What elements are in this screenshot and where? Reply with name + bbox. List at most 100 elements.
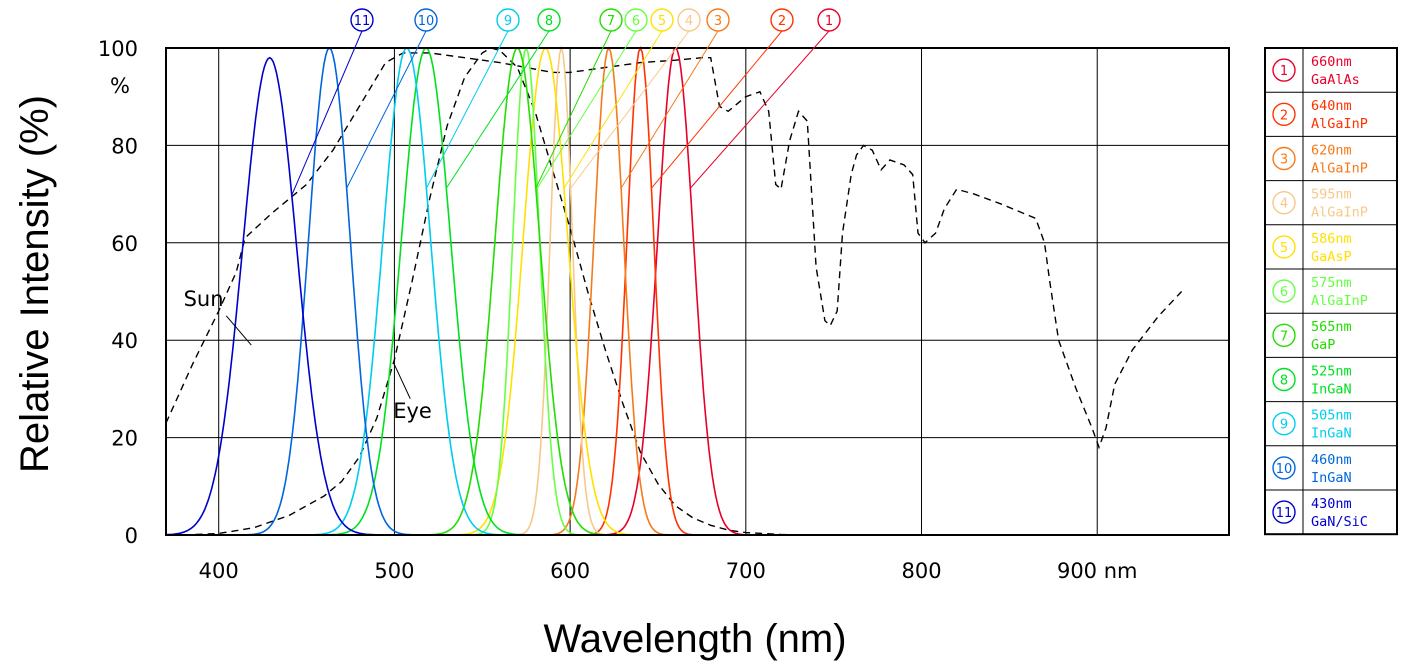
legend-marker-number: 2 xyxy=(1280,108,1288,123)
y-tick-label: 20 xyxy=(111,427,138,451)
curve-marker-10: 10 xyxy=(346,8,438,189)
legend-item-11: 11 430nm GaN/SiC xyxy=(1272,496,1368,530)
curve-marker-9: 9 xyxy=(425,8,520,189)
y-tick-label: 60 xyxy=(111,232,138,256)
legend-marker-number: 7 xyxy=(1280,329,1288,344)
legend-item-9: 9 505nm InGaN xyxy=(1272,408,1352,442)
marker-leader xyxy=(620,30,719,189)
legend-marker-number: 11 xyxy=(1276,506,1293,521)
marker-leader xyxy=(563,30,663,189)
legend-marker-number: 9 xyxy=(1280,418,1288,433)
y-axis-title: Relative Intensity (%) xyxy=(13,95,57,473)
legend-wavelength: 595nm xyxy=(1311,187,1352,203)
marker-number: 3 xyxy=(714,14,722,29)
legend-marker-number: 10 xyxy=(1276,462,1293,477)
legend-marker xyxy=(1272,367,1296,392)
legend-material: InGaN xyxy=(1311,426,1352,442)
legend-material: GaAsP xyxy=(1311,249,1352,265)
legend-wavelength: 565nm xyxy=(1311,319,1352,335)
legend-material: AlGaInP xyxy=(1311,205,1368,221)
legend-material: AlGaInP xyxy=(1311,116,1368,132)
legend-marker xyxy=(1272,235,1296,259)
legend-wavelength: 586nm xyxy=(1311,231,1352,247)
x-tick-label: 400 xyxy=(199,559,239,583)
legend-marker-number: 1 xyxy=(1280,64,1288,79)
legend-marker-number: 6 xyxy=(1280,285,1288,300)
legend-item-1: 1 660nm GaAlAs xyxy=(1272,54,1360,88)
sun-label: Sun xyxy=(184,287,224,311)
legend-material: InGaN xyxy=(1311,470,1352,486)
marker-leader xyxy=(689,30,830,189)
legend-marker xyxy=(1272,146,1296,171)
legend-material: AlGaInP xyxy=(1311,160,1368,176)
marker-number: 2 xyxy=(778,14,786,29)
marker-leader xyxy=(536,30,637,189)
marker-leader xyxy=(570,30,690,189)
legend-marker xyxy=(1272,279,1296,303)
legend-wavelength: 430nm xyxy=(1311,496,1352,512)
marker-leader xyxy=(445,30,550,189)
y-tick-label: 100 xyxy=(98,37,138,61)
legend-item-8: 8 525nm InGaN xyxy=(1272,363,1352,397)
legend-wavelength: 525nm xyxy=(1311,363,1352,379)
marker-number: 1 xyxy=(825,14,833,29)
curve-marker-5: 5 xyxy=(563,8,674,189)
marker-number: 6 xyxy=(632,14,640,29)
legend-marker-number: 3 xyxy=(1280,153,1288,168)
sun-curve xyxy=(165,52,1183,450)
x-tick-label: 800 xyxy=(901,559,941,583)
marker-leader xyxy=(535,30,612,189)
legend-wavelength: 660nm xyxy=(1311,54,1352,70)
eye-leader xyxy=(393,364,411,399)
marker-number: 9 xyxy=(504,14,512,29)
curve-marker-3: 3 xyxy=(620,8,730,189)
legend-marker xyxy=(1272,190,1296,215)
legend-wavelength: 640nm xyxy=(1311,98,1352,114)
curve-marker-2: 2 xyxy=(651,8,794,189)
legend-wavelength: 620nm xyxy=(1311,142,1352,158)
curve-marker-1: 1 xyxy=(689,8,841,189)
legend-marker-number: 4 xyxy=(1280,197,1288,212)
x-tick-label: 600 xyxy=(550,559,590,583)
marker-leader xyxy=(651,30,783,189)
curve-marker-4: 4 xyxy=(570,8,701,189)
legend-material: GaP xyxy=(1311,337,1335,353)
curve-marker-7: 7 xyxy=(535,8,623,189)
marker-leader xyxy=(346,30,427,189)
marker-number: 5 xyxy=(658,14,666,29)
x-tick-label: 700 xyxy=(726,559,766,583)
legend-marker xyxy=(1272,412,1296,436)
legend: 1 660nm GaAlAs 2 640nm AlGaInP 3 620nm AlGaInP 4 5… xyxy=(1264,47,1398,536)
sun-leader xyxy=(225,315,252,346)
marker-number: 7 xyxy=(607,14,615,29)
y-tick-label: 80 xyxy=(111,134,138,158)
marker-number: 11 xyxy=(354,14,371,29)
y-tick-label: 0 xyxy=(125,524,138,548)
legend-item-7: 7 565nm GaP xyxy=(1272,319,1352,353)
marker-number: 8 xyxy=(545,14,553,29)
eye-label: Eye xyxy=(393,399,432,423)
legend-material: GaAlAs xyxy=(1311,72,1360,88)
marker-leader xyxy=(291,30,363,196)
legend-item-6: 6 575nm AlGaInP xyxy=(1272,275,1368,309)
legend-marker xyxy=(1272,323,1296,347)
legend-marker xyxy=(1272,456,1296,480)
legend-marker-number: 8 xyxy=(1280,374,1288,389)
legend-marker xyxy=(1272,58,1296,82)
x-axis-title: Wavelength (nm) xyxy=(543,617,846,661)
plot-frame xyxy=(165,47,1230,536)
legend-item-4: 4 595nm AlGaInP xyxy=(1272,187,1368,221)
marker-number: 10 xyxy=(418,14,435,29)
legend-material: GaN/SiC xyxy=(1311,514,1368,530)
legend-item-3: 3 620nm AlGaInP xyxy=(1272,142,1368,176)
curve-marker-11: 11 xyxy=(291,8,374,196)
legend-wavelength: 505nm xyxy=(1311,408,1352,424)
legend-item-5: 5 586nm GaAsP xyxy=(1272,231,1352,265)
x-tick-label: 500 xyxy=(374,559,414,583)
legend-item-10: 10 460nm InGaN xyxy=(1272,452,1352,486)
y-tick-label: 40 xyxy=(111,329,138,353)
legend-wavelength: 460nm xyxy=(1311,452,1352,468)
legend-marker xyxy=(1272,102,1296,127)
legend-marker-number: 5 xyxy=(1280,241,1288,256)
